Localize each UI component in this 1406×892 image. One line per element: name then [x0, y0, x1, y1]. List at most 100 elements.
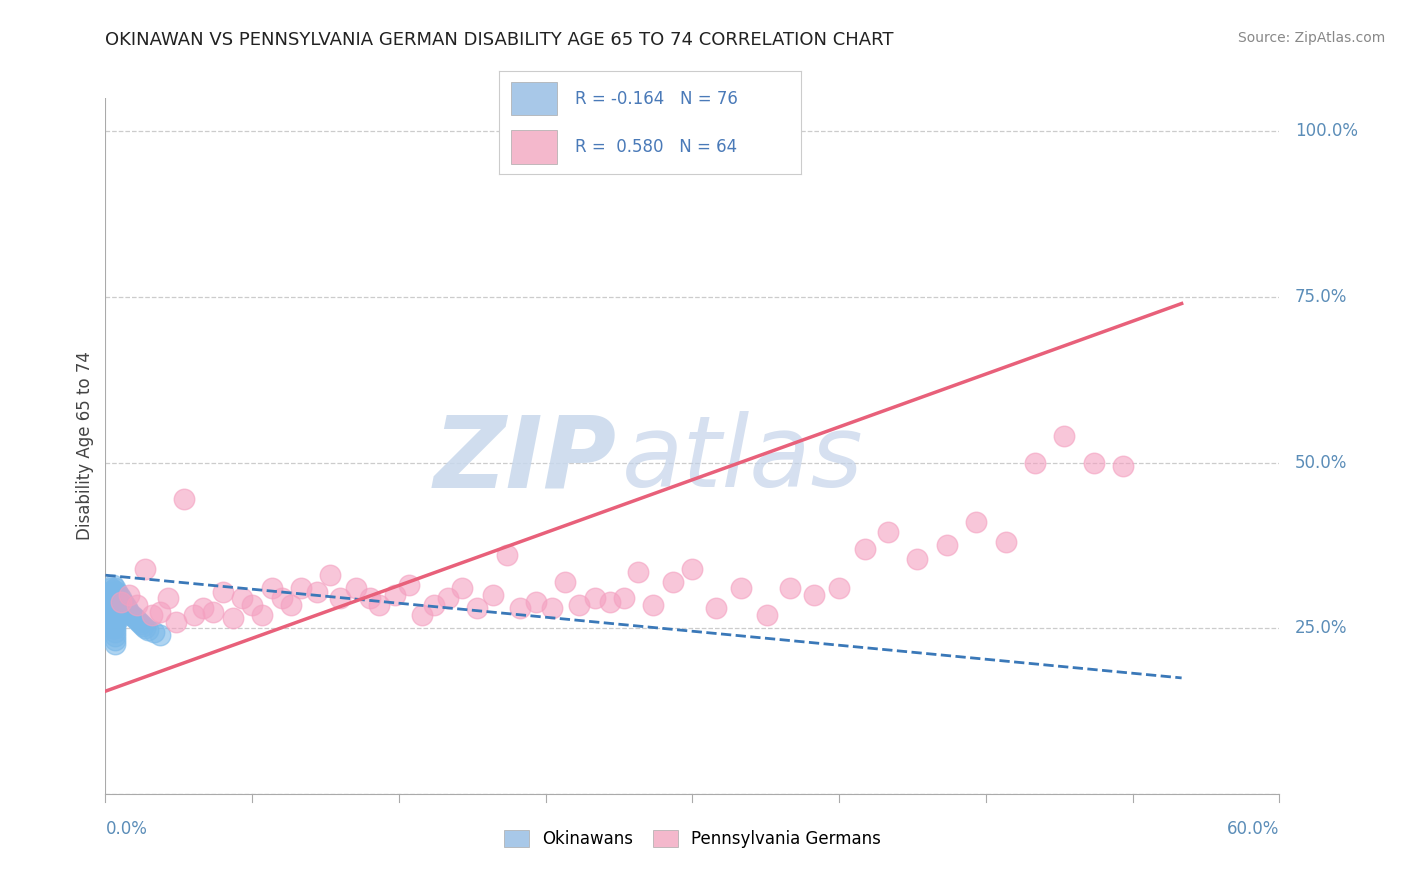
Point — [221, 611, 243, 625]
Point — [853, 541, 876, 556]
Point — [143, 625, 166, 640]
Point — [108, 611, 131, 625]
Point — [103, 621, 125, 635]
Point — [568, 598, 591, 612]
Point — [103, 618, 125, 632]
Point — [554, 574, 576, 589]
Point — [803, 588, 825, 602]
Point — [384, 588, 406, 602]
Point — [450, 582, 472, 596]
Point — [105, 590, 128, 604]
Point — [98, 598, 121, 612]
Point — [104, 601, 127, 615]
Text: 75.0%: 75.0% — [1295, 288, 1347, 306]
Point — [183, 607, 205, 622]
Point — [1112, 458, 1135, 473]
Point — [108, 592, 131, 607]
Point — [994, 535, 1017, 549]
Point — [270, 591, 292, 606]
Point — [250, 607, 273, 622]
Point — [509, 601, 531, 615]
Point — [125, 598, 148, 612]
Point — [165, 615, 187, 629]
Point — [524, 595, 547, 609]
Point — [157, 591, 180, 606]
Point — [583, 591, 606, 606]
Point — [138, 623, 160, 637]
Text: atlas: atlas — [621, 411, 863, 508]
Point — [423, 598, 446, 612]
Point — [965, 515, 987, 529]
Point — [1053, 429, 1076, 443]
Point — [100, 588, 122, 602]
Point — [100, 591, 122, 606]
Point — [482, 588, 505, 602]
Point — [118, 605, 141, 619]
Point — [681, 561, 703, 575]
Point — [108, 602, 131, 616]
Point — [103, 605, 125, 619]
Point — [935, 538, 957, 552]
Point — [495, 549, 517, 563]
Point — [599, 595, 621, 609]
Point — [465, 601, 488, 615]
Point — [877, 525, 900, 540]
Point — [98, 591, 121, 606]
Point — [100, 598, 122, 612]
Point — [104, 582, 127, 596]
Point — [108, 598, 131, 612]
Y-axis label: Disability Age 65 to 74: Disability Age 65 to 74 — [76, 351, 94, 541]
Point — [828, 582, 851, 596]
Point — [120, 607, 142, 622]
Point — [104, 609, 127, 624]
Point — [103, 582, 125, 597]
Point — [100, 615, 122, 629]
Point — [280, 598, 302, 612]
Point — [118, 588, 141, 602]
Point — [103, 615, 125, 629]
Point — [290, 582, 312, 596]
Point — [103, 578, 125, 592]
Point — [613, 591, 636, 606]
Point — [103, 611, 125, 625]
Point — [112, 599, 135, 614]
Text: 50.0%: 50.0% — [1295, 453, 1347, 472]
Point — [730, 582, 752, 596]
Point — [108, 588, 131, 602]
Point — [131, 619, 153, 633]
Point — [103, 601, 125, 615]
Point — [1024, 456, 1046, 470]
Point — [105, 607, 128, 622]
Point — [643, 598, 665, 612]
Point — [108, 607, 131, 621]
Text: Source: ZipAtlas.com: Source: ZipAtlas.com — [1237, 31, 1385, 45]
Point — [149, 605, 172, 619]
Point — [104, 629, 127, 643]
Point — [305, 584, 328, 599]
Point — [104, 613, 127, 627]
Point — [193, 601, 215, 615]
Point — [540, 601, 562, 615]
Point — [129, 617, 152, 632]
Point — [211, 584, 233, 599]
Point — [368, 598, 391, 612]
Point — [103, 598, 125, 612]
Text: 60.0%: 60.0% — [1227, 821, 1279, 838]
Point — [202, 605, 225, 619]
Point — [907, 551, 929, 566]
Point — [240, 598, 263, 612]
Point — [1083, 456, 1105, 470]
Point — [319, 568, 342, 582]
Text: ZIP: ZIP — [433, 411, 616, 508]
Point — [103, 591, 125, 606]
Point — [110, 596, 132, 610]
Point — [104, 605, 127, 619]
Point — [398, 578, 420, 592]
Bar — [512, 130, 557, 163]
Point — [100, 611, 122, 625]
Text: R = -0.164   N = 76: R = -0.164 N = 76 — [575, 89, 738, 108]
Point — [134, 561, 156, 575]
Text: OKINAWAN VS PENNSYLVANIA GERMAN DISABILITY AGE 65 TO 74 CORRELATION CHART: OKINAWAN VS PENNSYLVANIA GERMAN DISABILI… — [105, 31, 894, 49]
Text: 25.0%: 25.0% — [1295, 619, 1347, 637]
Point — [110, 591, 132, 606]
